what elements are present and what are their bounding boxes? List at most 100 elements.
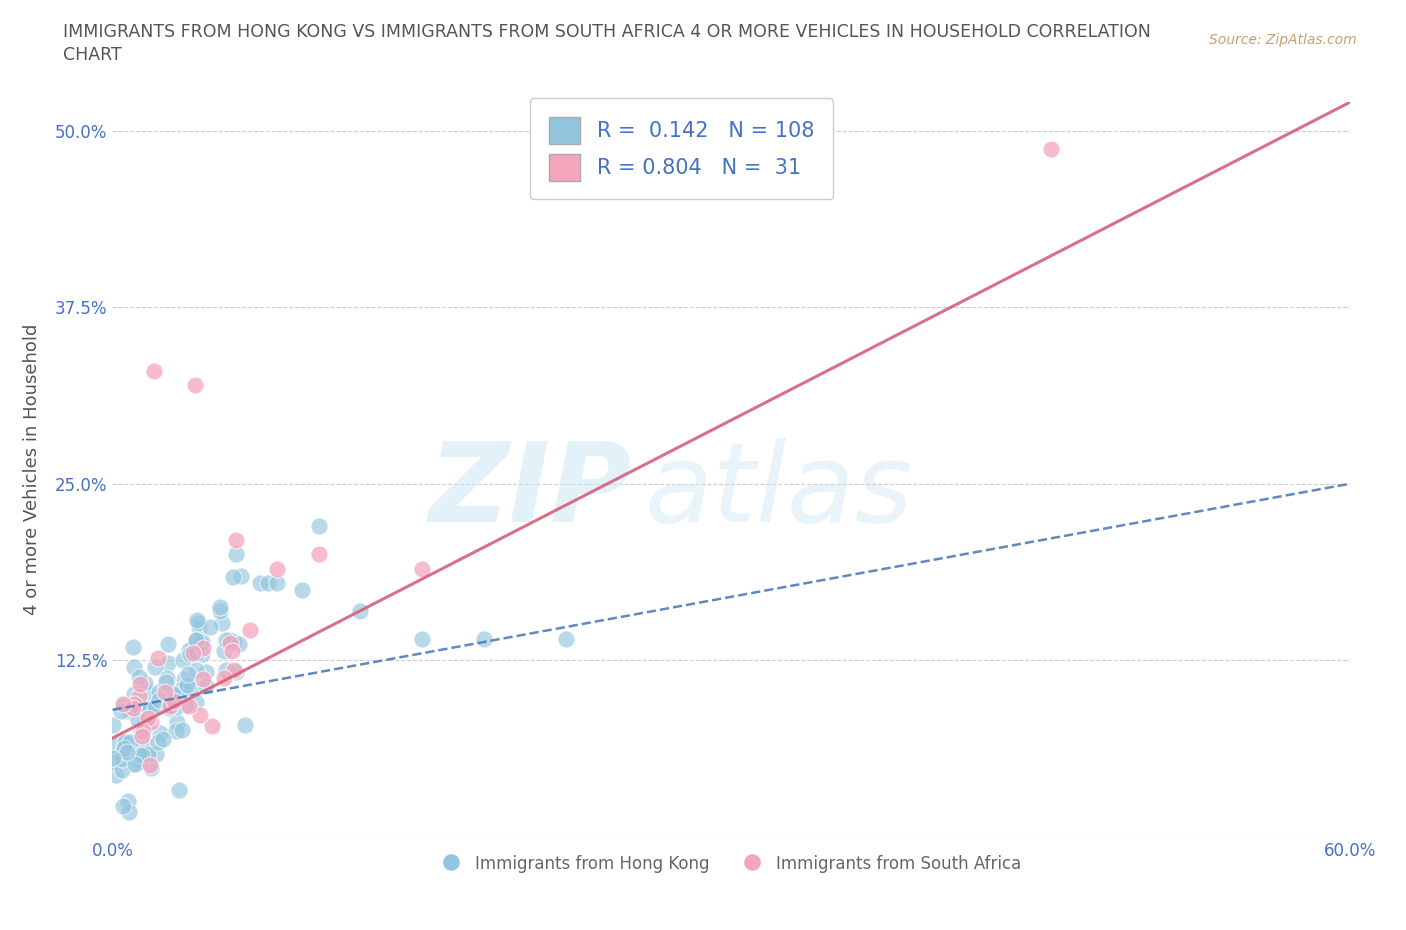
Point bbox=[124, 686, 146, 701]
Point bbox=[211, 615, 233, 630]
Point bbox=[186, 645, 208, 660]
Point bbox=[191, 671, 214, 686]
Point bbox=[225, 547, 247, 562]
Point bbox=[135, 746, 157, 761]
Point bbox=[153, 684, 176, 699]
Point bbox=[105, 767, 128, 782]
Point bbox=[172, 723, 194, 737]
Point bbox=[156, 671, 179, 685]
Point bbox=[165, 724, 187, 738]
Point bbox=[195, 679, 218, 694]
Point bbox=[219, 633, 242, 648]
Point bbox=[115, 735, 138, 750]
Point bbox=[111, 763, 134, 777]
Point bbox=[411, 631, 433, 646]
Point bbox=[180, 681, 202, 696]
Point bbox=[200, 719, 222, 734]
Point bbox=[135, 714, 157, 729]
Point bbox=[146, 735, 169, 750]
Point bbox=[138, 746, 160, 761]
Point bbox=[162, 686, 184, 701]
Y-axis label: 4 or more Vehicles in Household: 4 or more Vehicles in Household bbox=[22, 324, 41, 616]
Point bbox=[103, 718, 125, 733]
Point bbox=[101, 751, 124, 765]
Point bbox=[145, 699, 167, 714]
Point bbox=[159, 698, 181, 713]
Point bbox=[134, 675, 156, 690]
Point bbox=[215, 662, 238, 677]
Point bbox=[121, 757, 143, 772]
Point bbox=[112, 742, 135, 757]
Point bbox=[132, 720, 155, 735]
Point bbox=[184, 632, 207, 647]
Point bbox=[128, 699, 150, 714]
Point bbox=[157, 656, 180, 671]
Point bbox=[239, 623, 262, 638]
Point bbox=[131, 748, 153, 763]
Point bbox=[136, 701, 159, 716]
Point bbox=[177, 698, 200, 713]
Point bbox=[131, 729, 153, 744]
Point bbox=[103, 755, 125, 770]
Point bbox=[104, 737, 127, 752]
Legend: Immigrants from Hong Kong, Immigrants from South Africa: Immigrants from Hong Kong, Immigrants fr… bbox=[434, 848, 1028, 880]
Point bbox=[555, 631, 578, 646]
Point bbox=[152, 732, 174, 747]
Point bbox=[118, 804, 141, 819]
Point bbox=[111, 798, 134, 813]
Point bbox=[208, 600, 231, 615]
Point bbox=[148, 685, 170, 700]
Point bbox=[1039, 141, 1062, 156]
Point bbox=[143, 660, 166, 675]
Point bbox=[131, 724, 153, 738]
Point bbox=[134, 716, 156, 731]
Point bbox=[136, 684, 159, 699]
Point bbox=[224, 662, 246, 677]
Point bbox=[132, 737, 155, 751]
Point bbox=[118, 735, 141, 750]
Point bbox=[112, 698, 135, 712]
Point bbox=[118, 698, 141, 712]
Point bbox=[129, 724, 152, 738]
Point bbox=[142, 364, 165, 379]
Point bbox=[266, 561, 288, 576]
Point bbox=[148, 650, 170, 665]
Point bbox=[215, 632, 238, 647]
Point bbox=[173, 671, 195, 686]
Point bbox=[184, 632, 207, 647]
Point bbox=[181, 649, 204, 664]
Point bbox=[181, 645, 204, 660]
Point bbox=[167, 691, 190, 706]
Point bbox=[141, 761, 163, 776]
Point bbox=[176, 667, 198, 682]
Point bbox=[212, 643, 235, 658]
Point bbox=[128, 670, 150, 684]
Point bbox=[176, 678, 198, 693]
Point bbox=[139, 757, 162, 772]
Point bbox=[472, 631, 495, 646]
Text: atlas: atlas bbox=[644, 438, 912, 545]
Point bbox=[166, 714, 188, 729]
Point bbox=[225, 664, 247, 679]
Point bbox=[191, 646, 214, 661]
Point bbox=[193, 641, 215, 656]
Point bbox=[291, 583, 314, 598]
Point bbox=[139, 714, 162, 729]
Point bbox=[124, 660, 146, 675]
Point bbox=[228, 637, 250, 652]
Point bbox=[170, 682, 193, 697]
Text: IMMIGRANTS FROM HONG KONG VS IMMIGRANTS FROM SOUTH AFRICA 4 OR MORE VEHICLES IN : IMMIGRANTS FROM HONG KONG VS IMMIGRANTS … bbox=[63, 23, 1152, 41]
Point bbox=[148, 692, 170, 707]
Point bbox=[110, 704, 132, 719]
Point bbox=[188, 708, 211, 723]
Point bbox=[187, 616, 209, 631]
Point bbox=[129, 753, 152, 768]
Point bbox=[135, 719, 157, 734]
Point bbox=[308, 519, 330, 534]
Point bbox=[139, 700, 162, 715]
Point bbox=[177, 643, 200, 658]
Point bbox=[117, 745, 139, 760]
Point bbox=[188, 620, 211, 635]
Point bbox=[225, 533, 247, 548]
Point bbox=[221, 644, 243, 658]
